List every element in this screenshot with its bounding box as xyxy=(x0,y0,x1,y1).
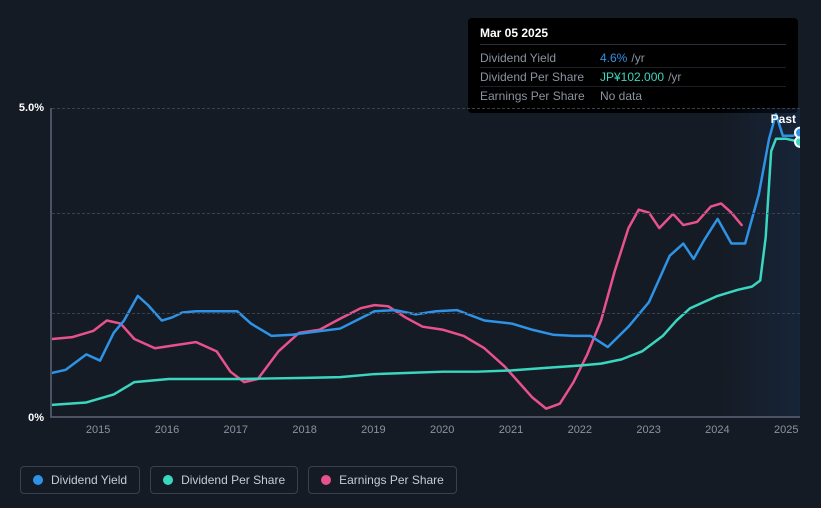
x-axis-label: 2025 xyxy=(774,424,798,436)
dividend-chart: Past 0%5.0%20152016201720182019202020212… xyxy=(20,108,800,448)
x-axis-label: 2021 xyxy=(499,424,523,436)
legend-item[interactable]: Earnings Per Share xyxy=(308,466,457,494)
y-axis-label: 5.0% xyxy=(19,102,44,114)
series-line xyxy=(52,203,742,408)
legend: Dividend Yield Dividend Per Share Earnings… xyxy=(20,466,457,494)
x-axis-label: 2024 xyxy=(705,424,729,436)
x-axis-label: 2018 xyxy=(292,424,316,436)
gridline xyxy=(52,108,800,109)
legend-swatch xyxy=(33,475,43,485)
legend-swatch xyxy=(163,475,173,485)
gridline xyxy=(52,213,800,214)
tooltip-label: Dividend Yield xyxy=(480,51,600,65)
x-axis-label: 2023 xyxy=(636,424,660,436)
legend-label: Dividend Yield xyxy=(51,473,127,487)
x-axis-label: 2019 xyxy=(361,424,385,436)
series-line xyxy=(52,114,800,373)
tooltip-row: Earnings Per ShareNo data xyxy=(480,87,786,105)
x-axis-label: 2015 xyxy=(86,424,110,436)
legend-item[interactable]: Dividend Per Share xyxy=(150,466,298,494)
legend-label: Dividend Per Share xyxy=(181,473,285,487)
tooltip-value: JP¥102.000/yr xyxy=(600,70,681,84)
x-axis-label: 2020 xyxy=(430,424,454,436)
x-axis-label: 2016 xyxy=(155,424,179,436)
chart-svg xyxy=(52,108,800,416)
tooltip-label: Dividend Per Share xyxy=(480,70,600,84)
legend-label: Earnings Per Share xyxy=(339,473,444,487)
tooltip-row: Dividend Per ShareJP¥102.000/yr xyxy=(480,68,786,87)
x-axis-label: 2022 xyxy=(568,424,592,436)
chart-tooltip: Mar 05 2025 Dividend Yield4.6%/yrDividen… xyxy=(468,18,798,113)
gridline xyxy=(52,313,800,314)
tooltip-value: 4.6%/yr xyxy=(600,51,645,65)
y-axis-label: 0% xyxy=(28,412,44,424)
tooltip-rows: Dividend Yield4.6%/yrDividend Per ShareJ… xyxy=(480,49,786,105)
series-end-marker xyxy=(795,128,800,138)
tooltip-row: Dividend Yield4.6%/yr xyxy=(480,49,786,68)
tooltip-label: Earnings Per Share xyxy=(480,89,600,103)
series-line xyxy=(52,139,800,405)
plot-area[interactable]: Past xyxy=(50,108,800,418)
legend-item[interactable]: Dividend Yield xyxy=(20,466,140,494)
legend-swatch xyxy=(321,475,331,485)
x-axis-label: 2017 xyxy=(224,424,248,436)
tooltip-value: No data xyxy=(600,89,642,103)
tooltip-date: Mar 05 2025 xyxy=(480,26,786,45)
past-label: Past xyxy=(771,112,796,126)
